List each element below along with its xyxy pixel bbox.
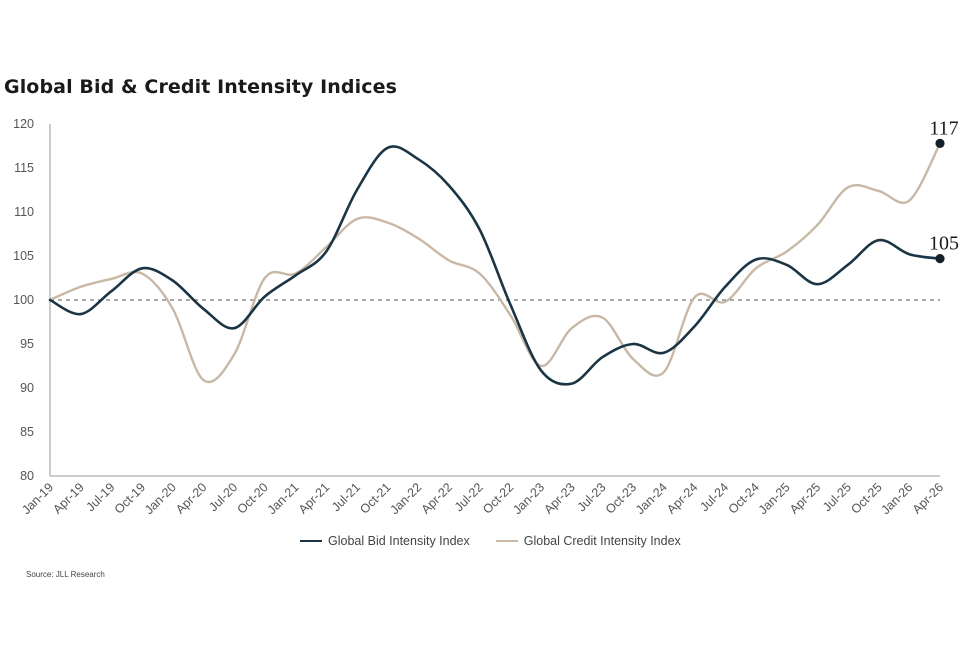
end-point-marker (935, 254, 945, 264)
x-tick-label: Jul-20 (206, 480, 240, 514)
x-tick-label: Jan-26 (878, 480, 915, 517)
chart-title: Global Bid & Credit Intensity Indices (4, 76, 397, 98)
chart-legend: Global Bid Intensity Index Global Credit… (300, 534, 707, 548)
line-chart: 80 85 90 95 100 105 110 115 120 Jan-19Apr-19Jul-1… (13, 117, 959, 517)
series-line-bid (48, 145, 942, 386)
x-tick-label: Jan-24 (633, 480, 670, 517)
x-tick-label: Apr-26 (910, 480, 946, 516)
x-tick-label: Oct-23 (603, 480, 639, 516)
x-tick-label: Apr-21 (296, 480, 332, 516)
source-note: Source: JLL Research (26, 570, 105, 579)
x-tick-label: Oct-25 (848, 480, 884, 516)
x-tick-label: Jan-21 (265, 480, 302, 517)
x-tick-label: Jul-23 (575, 480, 609, 514)
x-tick-label: Jan-22 (387, 480, 424, 517)
legend-swatch-credit (495, 540, 518, 542)
x-tick-label: Jan-25 (756, 480, 793, 517)
x-tick-label: Apr-19 (50, 480, 86, 516)
y-tick-label: 105 (13, 249, 34, 263)
x-tick-label: Jan-19 (19, 480, 56, 517)
x-tick-label: Oct-22 (480, 480, 516, 516)
y-tick-label: 120 (13, 117, 34, 131)
end-value-label: 117 (929, 117, 958, 139)
y-tick-label: 90 (20, 381, 34, 395)
x-tick-label: Jul-21 (329, 480, 363, 514)
x-tick-label: Apr-22 (419, 480, 455, 516)
y-tick-label: 110 (14, 205, 34, 219)
legend-label-credit: Global Credit Intensity Index (523, 534, 681, 548)
x-tick-label: Jul-24 (697, 480, 731, 514)
series-line-credit (48, 142, 942, 384)
x-tick-label: Apr-23 (541, 480, 577, 516)
y-tick-label: 85 (20, 425, 34, 439)
x-tick-label: Oct-19 (112, 480, 148, 516)
x-tick-label: Oct-24 (726, 480, 762, 516)
x-tick-label: Oct-20 (235, 480, 271, 516)
y-tick-label: 100 (13, 293, 34, 307)
x-tick-label: Jul-25 (820, 480, 854, 514)
x-tick-label: Jan-23 (510, 480, 547, 517)
x-tick-label: Jul-19 (84, 480, 118, 514)
x-tick-label: Oct-21 (357, 480, 393, 516)
y-tick-label: 95 (20, 337, 34, 351)
end-point-marker (935, 138, 945, 148)
x-tick-label: Apr-20 (173, 480, 209, 516)
legend-item-credit: Global Credit Intensity Index (495, 534, 681, 548)
y-tick-label: 115 (14, 161, 34, 175)
x-tick-label: Jan-20 (142, 480, 179, 517)
legend-label-bid: Global Bid Intensity Index (328, 534, 470, 548)
x-tick-label: Apr-24 (664, 480, 700, 516)
y-tick-label: 80 (20, 469, 34, 483)
end-value-label: 105 (929, 233, 959, 255)
legend-item-bid: Global Bid Intensity Index (300, 534, 470, 548)
x-tick-label: Jul-22 (452, 480, 486, 514)
x-tick-label: Apr-25 (787, 480, 823, 516)
legend-swatch-bid (300, 540, 322, 542)
